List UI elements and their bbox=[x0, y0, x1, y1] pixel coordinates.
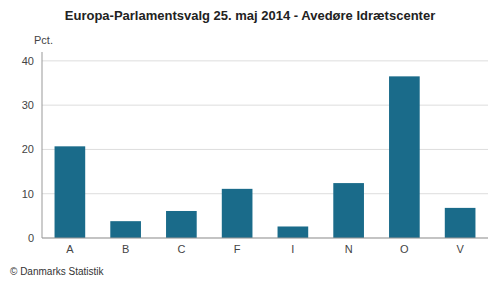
x-tick-label: V bbox=[456, 243, 464, 255]
grid-line bbox=[42, 238, 488, 239]
y-tick-label: 10 bbox=[22, 188, 34, 200]
y-axis-label: Pct. bbox=[34, 34, 53, 46]
x-tick-label: B bbox=[122, 243, 129, 255]
bar bbox=[445, 208, 476, 238]
y-tick-label: 40 bbox=[22, 55, 34, 67]
x-tick-label: I bbox=[291, 243, 294, 255]
x-tick-label: N bbox=[345, 243, 353, 255]
chart-container: Europa-Parlamentsvalg 25. maj 2014 - Ave… bbox=[0, 0, 500, 282]
y-tick-label: 20 bbox=[22, 143, 34, 155]
bar bbox=[55, 146, 86, 238]
chart: Europa-Parlamentsvalg 25. maj 2014 - Ave… bbox=[0, 0, 500, 282]
bar bbox=[166, 211, 197, 238]
bar bbox=[110, 221, 141, 238]
grid-line bbox=[42, 105, 488, 106]
x-tick-label: C bbox=[177, 243, 185, 255]
y-tick-label: 0 bbox=[28, 232, 34, 244]
footer: © Danmarks Statistik bbox=[10, 266, 105, 277]
grid-line bbox=[42, 193, 488, 194]
grid bbox=[42, 61, 488, 238]
x-tick-label: A bbox=[66, 243, 74, 255]
y-axis-line bbox=[42, 52, 43, 238]
bar bbox=[333, 183, 364, 238]
bar bbox=[389, 76, 420, 238]
x-axis-line bbox=[42, 238, 488, 239]
x-tick-label: F bbox=[234, 243, 241, 255]
title: Europa-Parlamentsvalg 25. maj 2014 - Ave… bbox=[65, 8, 435, 23]
bars bbox=[55, 76, 476, 238]
bar bbox=[222, 189, 253, 238]
x-tick-label: O bbox=[400, 243, 409, 255]
y-tick-label: 30 bbox=[22, 99, 34, 111]
bar bbox=[278, 226, 309, 238]
grid-line bbox=[42, 60, 488, 61]
grid-line bbox=[42, 149, 488, 150]
